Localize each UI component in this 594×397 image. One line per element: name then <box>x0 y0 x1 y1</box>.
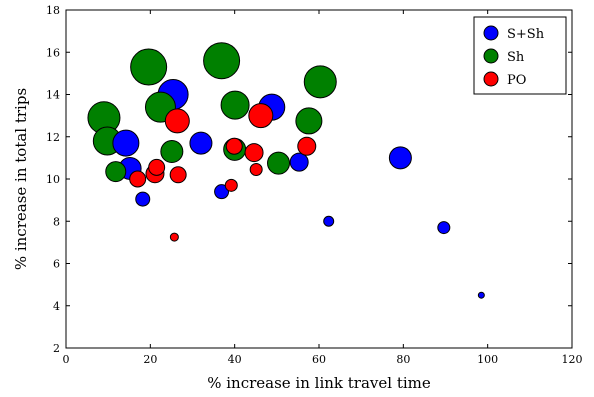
data-point-s-sh-1 <box>112 129 140 157</box>
axis-ticks: 0 20 40 60 80 100 120 2 4 6 8 10 12 14 16 18 <box>46 4 583 366</box>
legend-marker-sh <box>483 48 499 64</box>
data-point-sh-7 <box>203 42 241 80</box>
x-tick-label: 20 <box>143 353 157 366</box>
data-point-sh-4 <box>130 48 168 86</box>
data-point-s-sh-7 <box>135 191 151 207</box>
x-tick-label: 60 <box>312 353 326 366</box>
y-tick-label: 2 <box>53 342 60 355</box>
y-tick-label: 4 <box>53 300 60 313</box>
data-point-po-10 <box>248 103 274 129</box>
x-axis-label: % increase in link travel time <box>207 374 431 392</box>
x-tick-label: 40 <box>228 353 242 366</box>
data-point-s-sh-11 <box>437 221 451 235</box>
data-point-po-3 <box>148 158 166 176</box>
data-point-s-sh-8 <box>214 184 230 200</box>
y-tick-label: 10 <box>46 173 60 186</box>
y-tick-label: 16 <box>46 46 60 59</box>
data-point-sh-3 <box>105 161 127 183</box>
data-point-po-4 <box>164 108 190 134</box>
x-tick-label: 120 <box>562 353 583 366</box>
legend-label-sh: Sh <box>507 50 525 65</box>
data-point-sh-12 <box>303 65 337 99</box>
data-point-po-11 <box>249 162 263 176</box>
legend-marker-s-sh <box>483 25 499 41</box>
x-tick-label: 80 <box>396 353 410 366</box>
data-point-po-6 <box>169 232 179 242</box>
data-point-po-8 <box>225 137 243 155</box>
y-axis-label: % increase in total trips <box>12 88 30 270</box>
data-point-po-5 <box>169 166 187 184</box>
legend: S+Sh Sh PO <box>473 16 567 95</box>
data-point-s-sh-9 <box>289 152 309 172</box>
data-points <box>87 42 485 299</box>
data-point-sh-8 <box>220 90 250 120</box>
data-point-po-12 <box>297 136 317 156</box>
data-point-sh-10 <box>267 151 291 175</box>
y-tick-label: 12 <box>46 131 60 144</box>
data-point-s-sh-6 <box>388 146 412 170</box>
data-point-po-7 <box>224 178 238 192</box>
y-tick-label: 18 <box>46 4 60 17</box>
data-point-po-1 <box>129 170 147 188</box>
data-point-s-sh-12 <box>477 291 485 299</box>
data-point-sh-11 <box>295 107 323 135</box>
y-tick-label: 6 <box>53 258 60 271</box>
x-tick-label: 100 <box>477 353 498 366</box>
data-point-sh-6 <box>160 140 184 164</box>
legend-marker-po <box>483 71 499 87</box>
x-tick-label: 0 <box>63 353 70 366</box>
data-point-po-9 <box>244 143 264 163</box>
data-point-s-sh-4 <box>189 131 213 155</box>
legend-label-po: PO <box>507 73 526 88</box>
y-tick-label: 14 <box>46 89 60 102</box>
y-tick-label: 8 <box>53 215 60 228</box>
data-point-s-sh-10 <box>323 215 335 227</box>
legend-label-s-sh: S+Sh <box>507 27 545 42</box>
